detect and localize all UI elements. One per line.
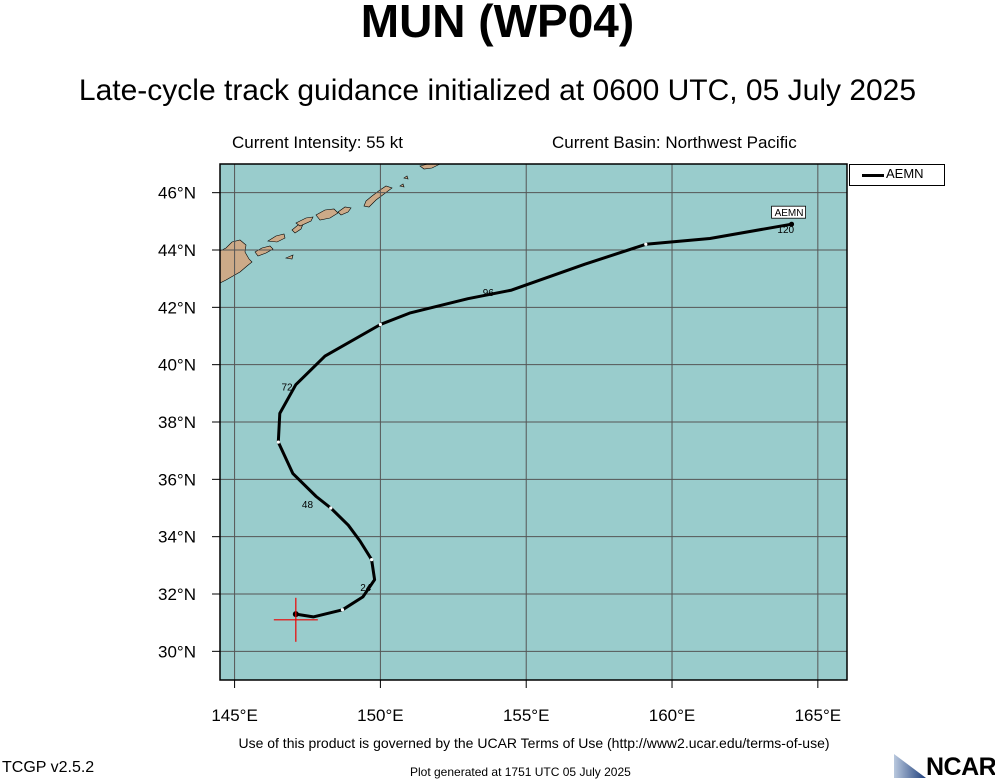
- land-kuril-4: [295, 216, 314, 227]
- land-kuril-11: [399, 183, 405, 188]
- y-tick-label-4: 38°N: [158, 413, 196, 432]
- y-tick-label-0: 30°N: [158, 642, 196, 661]
- y-axis-ticks: 30°N 32°N 34°N 36°N 38°N 40°N 42°N 44°N 46°N: [158, 184, 220, 661]
- x-axis-ticks: 145°E 150°E 155°E 160°E 165°E: [211, 680, 841, 725]
- land-kuril-8: [284, 254, 294, 260]
- y-tick-label-5: 40°N: [158, 356, 196, 375]
- legend-line-aemn: [862, 174, 884, 177]
- track-tick-4: [378, 322, 382, 327]
- gridlines: [220, 164, 847, 680]
- terms-of-use: Use of this product is governed by the U…: [238, 735, 830, 751]
- track-tick-1: [370, 558, 374, 562]
- track-tick-3: [276, 440, 280, 444]
- end-label-text: AEMN: [775, 208, 804, 219]
- y-tick-label-8: 46°N: [158, 184, 196, 203]
- plot-title: MUN (WP04): [360, 0, 635, 47]
- y-tick-label-6: 42°N: [158, 298, 196, 317]
- land-kuril-1: [254, 245, 274, 257]
- land-kuril-3: [291, 223, 304, 234]
- x-tick-label-2: 155°E: [503, 706, 550, 725]
- y-tick-label-1: 32°N: [158, 585, 196, 604]
- hour-label-72: 72: [282, 382, 294, 393]
- hour-label-24: 24: [360, 583, 372, 594]
- current-basin: Current Basin: Northwest Pacific: [552, 133, 797, 152]
- version-label: TCGP v2.5.2: [2, 759, 95, 776]
- x-tick-label-1: 150°E: [357, 706, 404, 725]
- track-tick-0: [340, 608, 345, 612]
- x-tick-label-4: 165°E: [795, 706, 842, 725]
- plot-subtitle: Late-cycle track guidance initialized at…: [78, 74, 917, 107]
- track-tick-2: [329, 506, 333, 510]
- track-end-point: [789, 221, 795, 227]
- land-kuril-2: [267, 233, 286, 243]
- ncar-logo-text: NCAR: [926, 753, 995, 781]
- land-hokkaido: [219, 239, 253, 284]
- y-tick-label-7: 44°N: [158, 241, 196, 260]
- land-kuril-6: [337, 206, 352, 216]
- hour-label-96: 96: [483, 288, 495, 299]
- land-masses: [219, 163, 441, 284]
- generated-timestamp: Plot generated at 1751 UTC 05 July 2025: [410, 765, 631, 779]
- current-position-marker: [273, 597, 318, 642]
- x-tick-label-3: 160°E: [649, 706, 696, 725]
- land-kuril-10: [403, 175, 409, 180]
- hour-label-48: 48: [302, 500, 314, 511]
- ncar-logo-icon: [894, 754, 926, 778]
- current-intensity: Current Intensity: 55 kt: [232, 133, 404, 152]
- legend: AEMN: [849, 164, 945, 186]
- hour-label-120: 120: [777, 225, 794, 236]
- y-tick-label-2: 34°N: [158, 528, 196, 547]
- end-label-box: [771, 205, 806, 219]
- land-kuril-5: [315, 208, 339, 221]
- y-tick-label-3: 36°N: [158, 470, 196, 489]
- x-tick-label-0: 145°E: [211, 706, 258, 725]
- track-tick-5: [644, 242, 648, 246]
- forecast-hour-labels: 24 48 72 96 120: [282, 225, 795, 594]
- track-end-label: AEMN: [771, 205, 806, 219]
- legend-label-aemn: AEMN: [886, 166, 924, 181]
